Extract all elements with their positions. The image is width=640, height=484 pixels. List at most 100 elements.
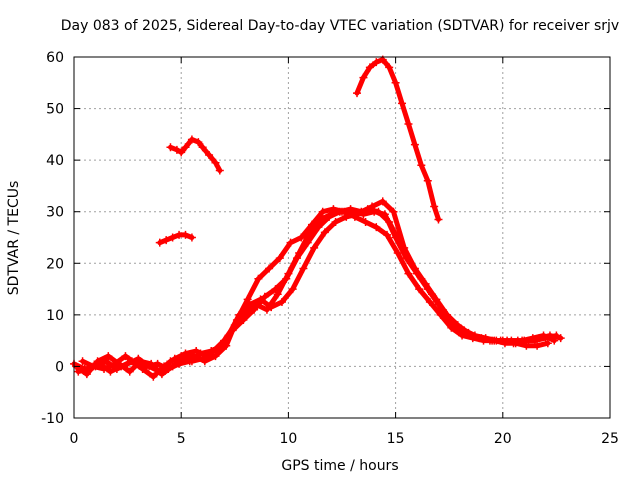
data-point [423,176,432,185]
data-point [286,238,295,247]
data-point [533,341,542,350]
data-point [417,161,426,170]
data-point [243,295,252,304]
data-point [378,197,387,206]
x-tick-label: 0 [70,431,79,447]
data-point [490,336,499,345]
data-point [211,158,220,167]
y-tick-label: 20 [46,256,64,272]
axes: 0 5 10 15 20 25 -10 0 10 20 30 40 50 60 [41,50,619,447]
data-point [181,230,190,239]
data-point [187,233,196,242]
data-point [415,285,424,294]
data-point [346,205,355,214]
data-point [168,362,177,371]
data-point [170,354,179,363]
x-axis-label: GPS time / hours [281,458,398,474]
data-point [310,243,319,252]
x-tick-label: 5 [177,431,186,447]
y-tick-label: 0 [55,359,64,375]
data-point [190,352,199,361]
x-tick-label: 10 [279,431,297,447]
data-point [254,274,263,283]
data-point [528,334,537,343]
data-point [329,205,338,214]
data-point [115,359,124,368]
data-point [271,285,280,294]
data-point [207,346,216,355]
series-track-7 [354,57,441,222]
chart-title: Day 083 of 2025, Sidereal Day-to-day VTE… [61,18,619,34]
data-point [372,223,381,232]
data-point [106,367,115,376]
data-point [125,367,134,376]
data-point [550,336,559,345]
data-point [104,352,113,361]
data-point [543,339,552,348]
data-point [273,290,282,299]
data-point [200,357,209,366]
data-point [365,63,374,72]
data-point [359,73,368,82]
y-axis-label: SDTVAR / TECUs [6,181,22,296]
data-point [303,238,312,247]
data-point [187,135,196,144]
data-point [265,264,274,273]
data-point [318,207,327,216]
data-point [391,78,400,87]
data-point [157,370,166,379]
data-point [511,339,520,348]
data-point [162,236,171,245]
data-point [340,207,349,216]
data-point [282,274,291,283]
data-point [385,218,394,227]
data-point [292,254,301,263]
data-point [93,357,102,366]
data-point [410,140,419,149]
data-point [500,339,509,348]
data-point [149,372,158,381]
data-point [453,321,462,330]
data-point [436,310,445,319]
data-point [357,207,366,216]
data-point [168,233,177,242]
data-point [421,279,430,288]
data-point [222,341,231,350]
data-point [374,207,383,216]
data-point [155,238,164,247]
x-tick-label: 20 [494,431,512,447]
data-point [314,223,323,232]
data-point [434,215,443,224]
data-point [398,99,407,108]
data-point [389,207,398,216]
data-point [82,370,91,379]
y-tick-label: 40 [46,153,64,169]
data-point [331,218,340,227]
data-point [361,218,370,227]
data-point [250,305,259,314]
data-point [447,323,456,332]
data-point [320,228,329,237]
data-point [288,285,297,294]
data-point [410,264,419,273]
y-tick-label: 60 [46,50,64,66]
data-point [479,336,488,345]
data-point [177,148,186,157]
data-point [194,138,203,147]
data-point [100,365,109,374]
data-point [404,120,413,129]
data-point [297,233,306,242]
data-point [267,303,276,312]
data-point [181,143,190,152]
x-tick-label: 15 [387,431,405,447]
data-point [307,220,316,229]
data-point [147,359,156,368]
y-tick-label: -10 [41,411,64,427]
data-point [172,145,181,154]
data-point [400,243,409,252]
data-point [353,89,362,98]
plot-area [70,55,565,381]
data-point [78,357,87,366]
